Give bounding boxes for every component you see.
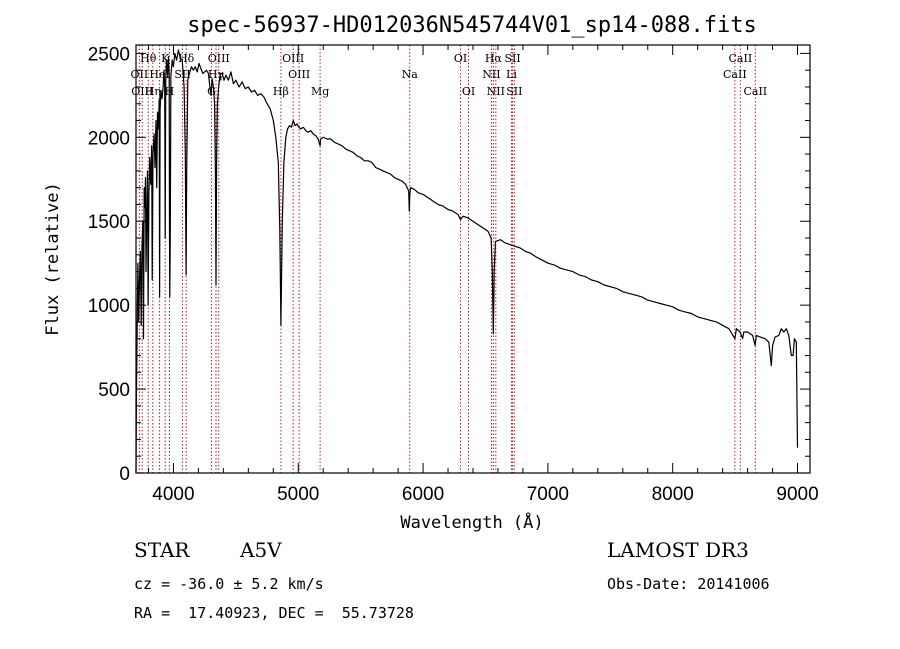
y-tick-label: 500 [98, 380, 130, 401]
y-tick-label: 2500 [88, 44, 130, 65]
y-tick-label: 1500 [88, 212, 130, 233]
x-axis: 4000 5000 6000 7000 8000 9000 [147, 45, 819, 505]
line-marker-label: Hθ [140, 52, 157, 65]
line-marker-label: OI [462, 85, 475, 98]
line-marker-label: OI [454, 52, 467, 65]
x-tick-label: 9000 [776, 484, 818, 505]
line-marker-label: CaII [723, 68, 747, 81]
line-marker-label: OII [131, 68, 149, 81]
y-axis-title: Flux (relative) [43, 182, 63, 336]
object-type: STAR [134, 538, 190, 562]
line-marker-label: CaII [743, 85, 767, 98]
spectral-subclass: A5V [240, 538, 282, 562]
line-marker-label: OIII [208, 52, 230, 65]
x-tick-label: 6000 [402, 484, 444, 505]
line-marker-label: Mg [311, 85, 329, 98]
line-marker-label: Hβ [273, 85, 289, 98]
line-marker-label: SII [504, 52, 520, 65]
line-marker-label: OIII [282, 52, 304, 65]
chart-title: spec-56937-HD012036N545744V01_sp14-088.f… [187, 13, 757, 38]
plot-frame [135, 44, 811, 474]
y-axis: 0 500 1000 1500 2000 2500 [88, 44, 810, 485]
line-marker-label: Hα [485, 52, 503, 65]
survey-name: LAMOST DR3 [607, 538, 749, 562]
y-tick-label: 2000 [88, 128, 130, 149]
x-tick-label: 8000 [652, 484, 694, 505]
y-tick-label: 0 [119, 464, 130, 485]
line-marker-label: CaII [729, 52, 753, 65]
observation-date: Obs-Date: 20141006 [607, 575, 770, 593]
y-tick-label: 1000 [88, 296, 130, 317]
line-marker-label: Na [402, 68, 419, 81]
x-tick-label: 5000 [277, 484, 319, 505]
line-marker-label: Li [506, 68, 517, 81]
x-tick-label: 4000 [152, 484, 194, 505]
line-marker-label: SII [506, 85, 522, 98]
redshift-velocity: cz = -36.0 ± 5.2 km/s [134, 575, 324, 593]
line-marker-label: SII [174, 68, 190, 81]
line-markers [138, 45, 756, 473]
line-marker-label: NII [487, 85, 505, 98]
line-marker-label: K [161, 52, 170, 65]
line-marker-label: OIII [131, 85, 153, 98]
x-axis-title: Wavelength (Å) [400, 511, 543, 533]
line-marker-label: NII [482, 68, 500, 81]
spectrum-line [135, 49, 799, 474]
x-tick-label: 7000 [527, 484, 569, 505]
line-marker-label: OIII [288, 68, 310, 81]
line-marker-label: Hη [145, 85, 161, 98]
sky-coordinates: RA = 17.40923, DEC = 55.73728 [134, 604, 414, 622]
